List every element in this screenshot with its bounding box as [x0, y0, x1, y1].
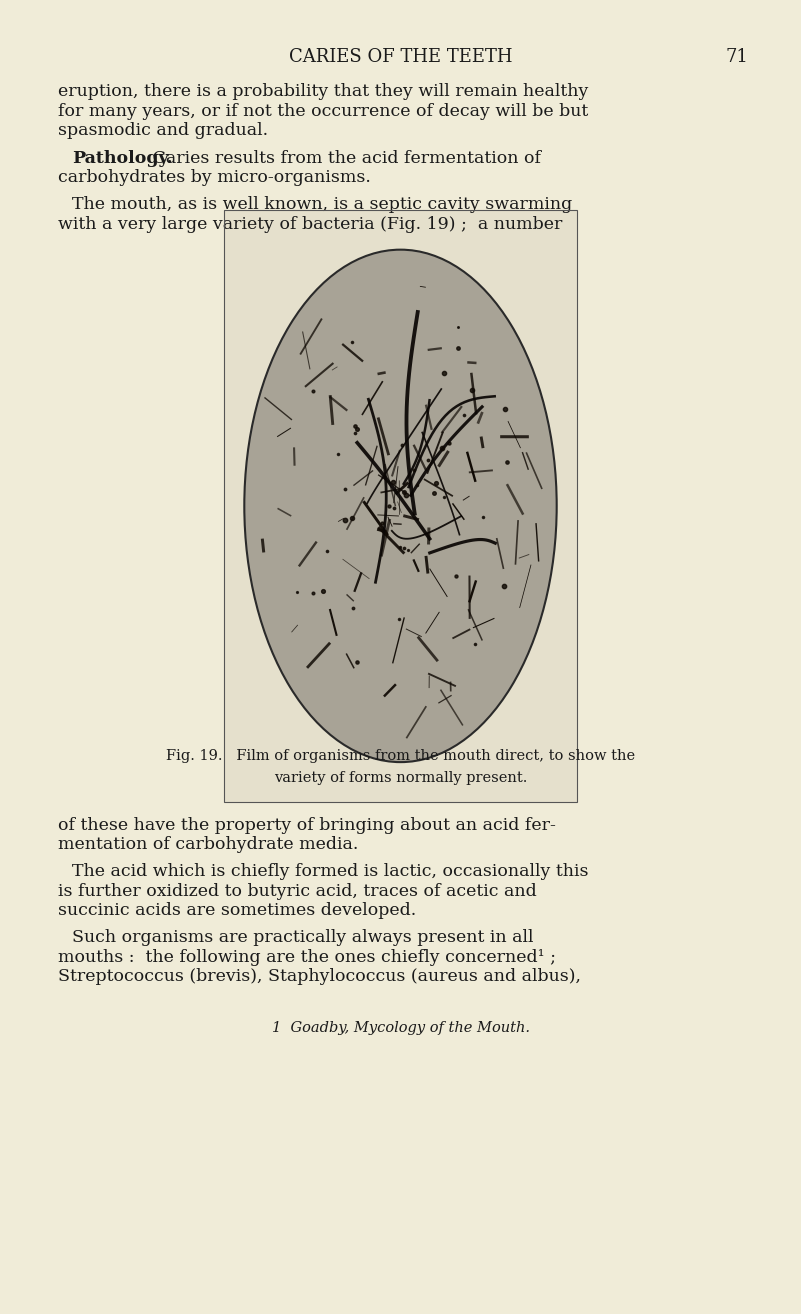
Text: The mouth, as is well known, is a septic cavity swarming: The mouth, as is well known, is a septic…: [72, 196, 573, 213]
Text: Caries results from the acid fermentation of: Caries results from the acid fermentatio…: [147, 150, 541, 167]
Bar: [224, 210, 577, 802]
Text: spasmodic and gradual.: spasmodic and gradual.: [58, 122, 268, 139]
Text: for many years, or if not the occurrence of decay will be but: for many years, or if not the occurrence…: [58, 102, 589, 120]
Bar: [224, 210, 577, 802]
Text: CARIES OF THE TEETH: CARIES OF THE TEETH: [288, 47, 513, 66]
Text: of these have the property of bringing about an acid fer-: of these have the property of bringing a…: [58, 817, 557, 833]
Text: The acid which is chiefly formed is lactic, occasionally this: The acid which is chiefly formed is lact…: [72, 863, 589, 880]
Text: 1  Goadby, Mycology of the Mouth.: 1 Goadby, Mycology of the Mouth.: [272, 1021, 529, 1034]
Text: variety of forms normally present.: variety of forms normally present.: [274, 771, 527, 784]
Text: Pathology.: Pathology.: [72, 150, 173, 167]
Circle shape: [244, 250, 557, 762]
Text: mouths :  the following are the ones chiefly concerned¹ ;: mouths : the following are the ones chie…: [58, 949, 557, 966]
Text: succinic acids are sometimes developed.: succinic acids are sometimes developed.: [58, 903, 417, 920]
Text: with a very large variety of bacteria (Fig. 19) ;  a number: with a very large variety of bacteria (F…: [58, 215, 563, 233]
Text: carbohydrates by micro-organisms.: carbohydrates by micro-organisms.: [58, 170, 372, 187]
Text: is further oxidized to butyric acid, traces of acetic and: is further oxidized to butyric acid, tra…: [58, 883, 537, 900]
Text: Streptococcus (brevis), Staphylococcus (aureus and albus),: Streptococcus (brevis), Staphylococcus (…: [58, 968, 582, 986]
Text: 71: 71: [726, 47, 748, 66]
Text: Fig. 19.   Film of organisms from the mouth direct, to show the: Fig. 19. Film of organisms from the mout…: [166, 749, 635, 762]
Text: mentation of carbohydrate media.: mentation of carbohydrate media.: [58, 836, 359, 853]
Text: eruption, there is a probability that they will remain healthy: eruption, there is a probability that th…: [58, 84, 589, 100]
Text: Such organisms are practically always present in all: Such organisms are practically always pr…: [72, 929, 533, 946]
